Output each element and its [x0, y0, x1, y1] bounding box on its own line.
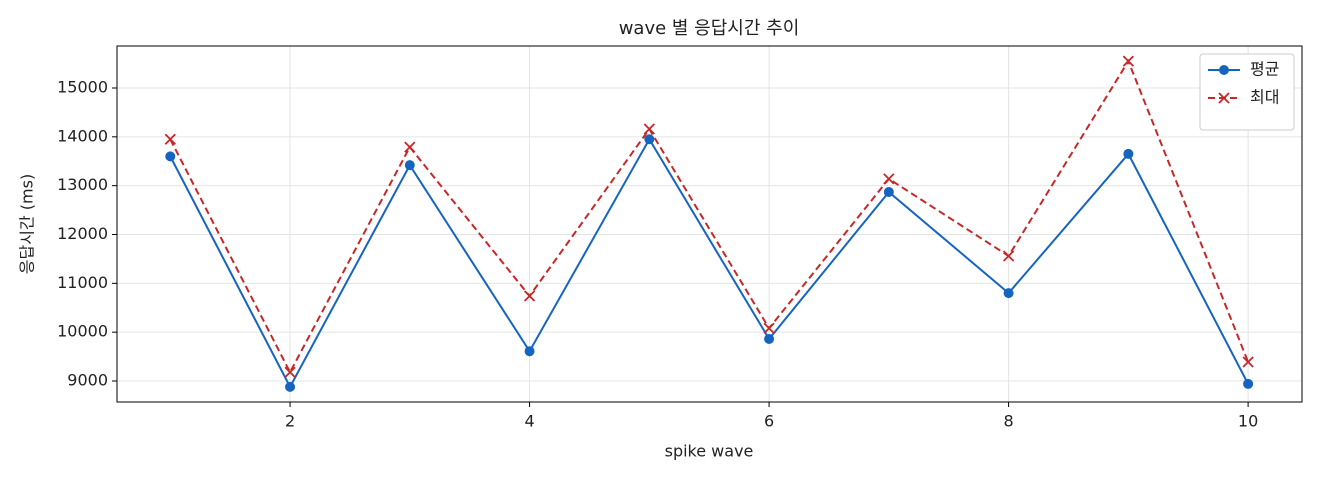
- x-tick-label: 8: [1004, 412, 1014, 431]
- plot-frame: [116, 45, 1303, 403]
- point: [763, 322, 775, 334]
- point: [883, 187, 894, 198]
- x-tick-label: 6: [764, 412, 774, 431]
- point: [643, 123, 655, 135]
- legend-marker: [1219, 65, 1229, 75]
- point: [1243, 378, 1254, 389]
- legend-label: 평균: [1250, 60, 1279, 79]
- chart-title: wave 별 응답시간 추이: [619, 18, 800, 39]
- point: [284, 366, 296, 378]
- point: [165, 151, 176, 162]
- x-tick-label: 4: [524, 412, 534, 431]
- point: [883, 173, 895, 185]
- point: [1242, 356, 1254, 368]
- point: [523, 290, 536, 302]
- y-tick-label: 13000: [57, 175, 108, 194]
- point: [524, 346, 535, 357]
- y-tick-label: 10000: [57, 322, 108, 341]
- y-tick-label: 12000: [57, 224, 108, 243]
- point: [1123, 148, 1134, 159]
- legend-marker: [1218, 92, 1230, 104]
- y-axis-label: 응답시간 (ms): [18, 174, 37, 274]
- series-line: [169, 137, 1249, 389]
- y-tick-label: 14000: [57, 126, 108, 145]
- legend-label: 최대: [1250, 88, 1279, 107]
- legend-box: [1199, 53, 1295, 131]
- x-axis-label: spike wave: [665, 442, 754, 461]
- point: [764, 334, 775, 345]
- x-tick-label: 10: [1238, 412, 1258, 431]
- point: [285, 381, 296, 392]
- x-tick-label: 2: [285, 412, 295, 431]
- y-tick-label: 15000: [57, 77, 108, 96]
- point: [404, 160, 415, 171]
- y-tick-label: 9000: [67, 371, 108, 390]
- point: [164, 133, 176, 145]
- point: [1002, 250, 1015, 262]
- point: [1003, 288, 1014, 299]
- point: [404, 141, 416, 153]
- y-tick-label: 11000: [57, 273, 108, 292]
- point: [1122, 55, 1134, 67]
- point: [644, 134, 655, 145]
- series-line: [169, 58, 1250, 375]
